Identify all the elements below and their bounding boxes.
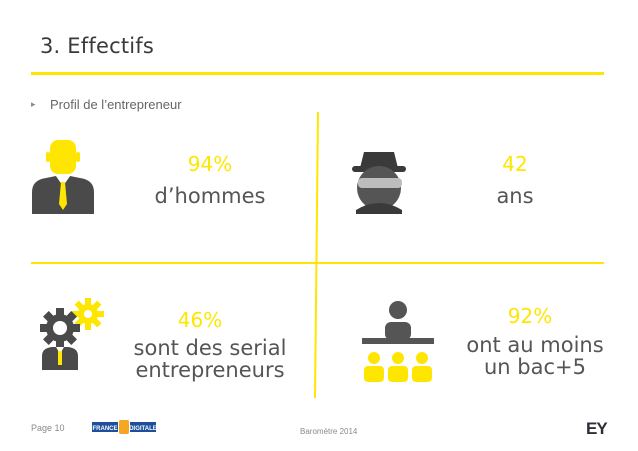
footer-barometer: Baromètre 2014 [300, 427, 358, 436]
bullet-arrow-icon: ▸ [31, 100, 36, 110]
stat-label-degree-line2: un bac+5 [484, 355, 586, 379]
stat-label-serial-line1: sont des serial [133, 336, 287, 360]
businessman-icon [32, 140, 94, 214]
spy-icon [352, 152, 406, 214]
page-title: 3. Effectifs [40, 34, 155, 58]
section-subtitle: Profil de l’entrepreneur [50, 97, 182, 112]
svg-text:FRANCE: FRANCE [93, 426, 118, 432]
stat-value-men: 94% [187, 152, 233, 176]
gears-person-icon [40, 298, 104, 370]
classroom-icon [362, 301, 434, 382]
title-underline [31, 72, 604, 75]
stat-label-degree-line1: ont au moins [466, 333, 604, 357]
stat-label-serial-line2: entrepreneurs [135, 358, 285, 382]
stat-label-degree: ont au moins un bac+5 [450, 334, 620, 378]
france-digitale-logo: FRANCE DIGITALE [92, 420, 156, 434]
ey-logo: EY [586, 419, 608, 438]
stat-value-degree: 92% [507, 304, 553, 328]
page-number: Page 10 [31, 423, 65, 433]
stat-label-men: d’hommes [154, 184, 266, 208]
stat-value-age: 42 [502, 152, 528, 176]
stat-value-serial: 46% [177, 308, 223, 332]
stat-label-age: ans [496, 184, 534, 208]
svg-text:DIGITALE: DIGITALE [129, 426, 156, 432]
horizontal-divider [31, 262, 604, 264]
vertical-divider [314, 111, 319, 398]
stat-label-serial: sont des serial entrepreneurs [125, 337, 295, 381]
